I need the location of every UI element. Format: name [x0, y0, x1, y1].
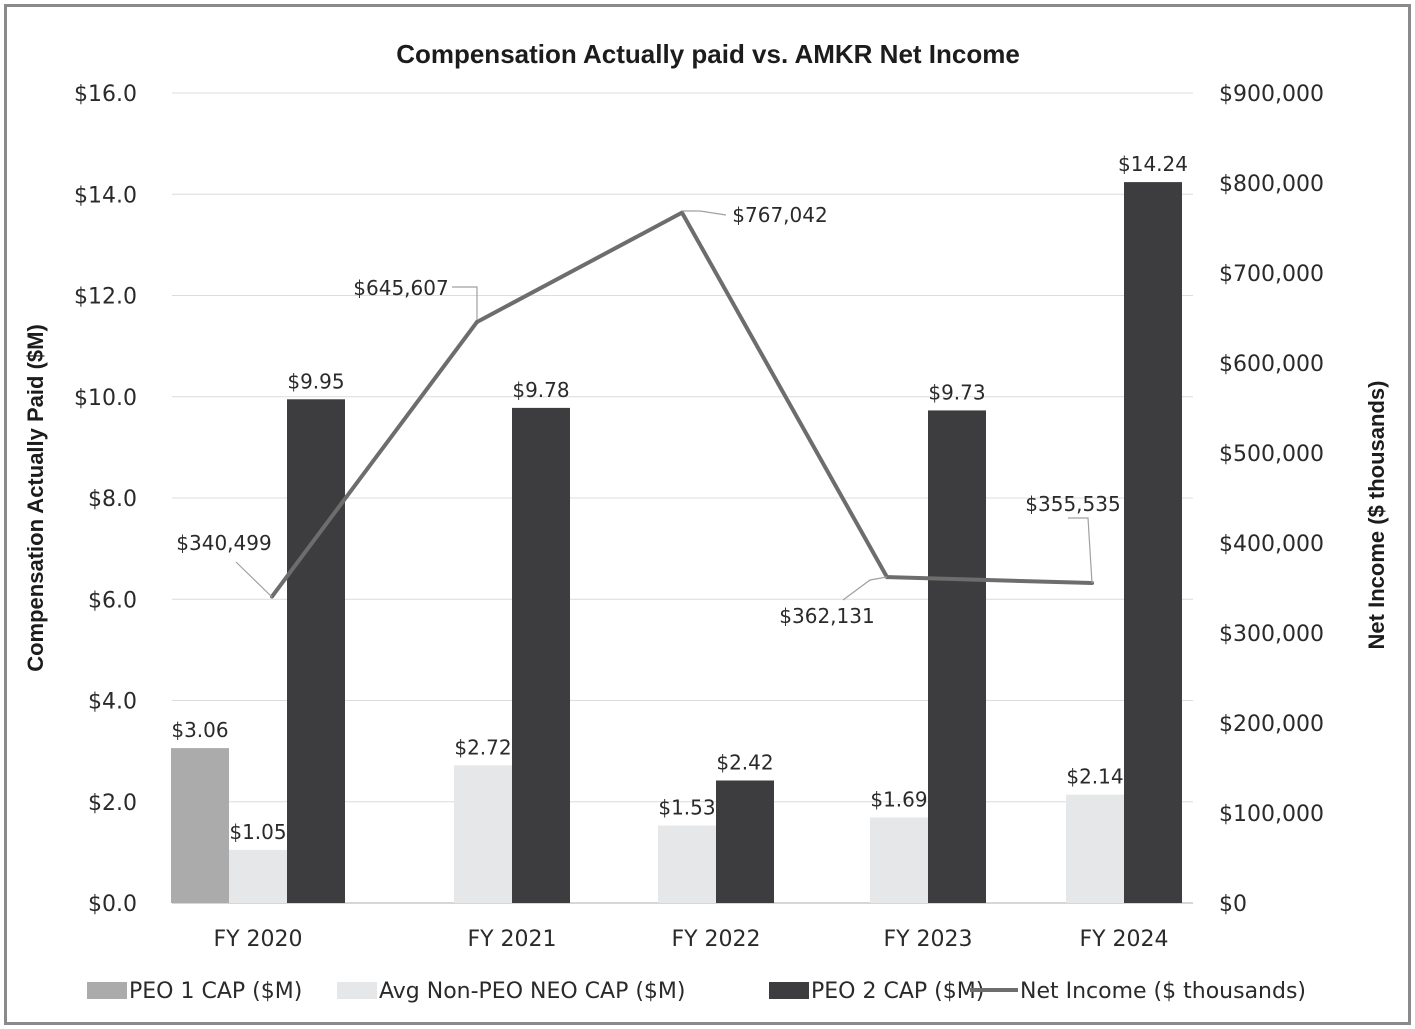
left-axis-title: Compensation Actually Paid ($M) [23, 324, 48, 672]
x-category-label: FY 2022 [671, 927, 760, 952]
leader-line [842, 576, 888, 601]
legend-swatch [769, 982, 809, 999]
leader-line [235, 561, 273, 598]
y2-tick-label: $100,000 [1219, 802, 1324, 827]
right-axis-ticks: $0 $100,000 $200,000 $300,000 $400,000 $500,0… [1219, 82, 1324, 917]
bar-data-label: $1.69 [870, 787, 927, 811]
bar-data-label: $1.53 [658, 796, 715, 820]
bar-data-label: $2.14 [1066, 765, 1123, 789]
legend-label: Net Income ($ thousands) [1020, 979, 1306, 1004]
y-tick-label: $6.0 [88, 588, 137, 613]
y2-tick-label: $700,000 [1219, 262, 1324, 287]
bar [1066, 794, 1124, 903]
line-data-label: $645,607 [353, 276, 448, 300]
category-axis: FY 2020 FY 2021 FY 2022 FY 2023 FY 2024 [213, 927, 1168, 952]
y2-tick-label: $500,000 [1219, 442, 1324, 467]
y-tick-label: $10.0 [74, 386, 137, 411]
y-tick-label: $16.0 [74, 82, 137, 107]
bar [928, 410, 986, 903]
bar [229, 849, 287, 903]
y2-tick-label: $300,000 [1219, 622, 1324, 647]
left-axis-ticks: $0.0 $2.0 $4.0 $6.0 $8.0 $10.0 $12.0 $14.0 $16.0 [74, 82, 137, 917]
bar [1124, 182, 1182, 904]
right-axis-title: Net Income ($ thousands) [1364, 381, 1389, 650]
y-tick-label: $2.0 [88, 791, 137, 816]
x-category-label: FY 2021 [467, 927, 556, 952]
line-data-label: $767,042 [732, 203, 827, 227]
leader-line [682, 210, 727, 216]
y-tick-label: $8.0 [88, 487, 137, 512]
y-tick-label: $14.0 [74, 183, 137, 208]
y2-tick-label: $200,000 [1219, 712, 1324, 737]
bar [716, 780, 774, 903]
bar [287, 399, 345, 903]
line-point [475, 319, 479, 324]
bar [171, 748, 229, 903]
legend-label: PEO 2 CAP ($M) [811, 979, 984, 1004]
y2-tick-label: $600,000 [1219, 352, 1324, 377]
line-data-label: $340,499 [176, 531, 271, 555]
leader-line [1068, 517, 1093, 584]
bar [454, 765, 512, 903]
bar-data-label: $9.78 [512, 378, 569, 402]
y-tick-label: $12.0 [74, 285, 137, 310]
bar-series: $3.06 $1.05 $9.95 $2.72 $9.78 $1.53$2.42 $1.69… [171, 152, 1188, 904]
chart-title: Compensation Actually paid vs. AMKR Net … [396, 39, 1020, 69]
legend: PEO 1 CAP ($M) Avg Non-PEO NEO CAP ($M) PE… [87, 979, 1306, 1004]
legend-swatch [87, 982, 127, 999]
line-point [1090, 581, 1094, 586]
x-category-label: FY 2024 [1079, 927, 1168, 952]
y2-tick-label: $0 [1219, 892, 1247, 917]
y2-tick-label: $800,000 [1219, 172, 1324, 197]
line-data-label: $362,131 [779, 604, 874, 628]
line-point [680, 210, 684, 215]
bar-data-label: $3.06 [171, 718, 228, 742]
bar-data-label: $2.72 [454, 735, 511, 759]
bar [512, 407, 570, 903]
line-series: $340,499 $645,607 $767,042 $362,131 $355,535 [176, 203, 1120, 628]
legend-label: PEO 1 CAP ($M) [129, 979, 302, 1004]
y-tick-label: $0.0 [88, 892, 137, 917]
bar-data-label: $9.73 [928, 380, 985, 404]
bar-data-label: $2.42 [716, 750, 773, 774]
x-category-label: FY 2023 [883, 927, 972, 952]
bar [658, 825, 716, 903]
y2-tick-label: $400,000 [1219, 532, 1324, 557]
y2-tick-label: $900,000 [1219, 82, 1324, 107]
x-category-label: FY 2020 [213, 927, 302, 952]
legend-swatch [337, 982, 377, 999]
leader-line [452, 286, 478, 320]
bar-data-label: $1.05 [229, 820, 286, 844]
bar [870, 817, 928, 903]
line-data-label: $355,535 [1025, 492, 1120, 516]
legend-label: Avg Non-PEO NEO CAP ($M) [379, 979, 686, 1004]
bar-data-label: $9.95 [287, 369, 344, 393]
bar-data-label: $14.24 [1118, 152, 1188, 176]
y-tick-label: $4.0 [88, 690, 137, 715]
